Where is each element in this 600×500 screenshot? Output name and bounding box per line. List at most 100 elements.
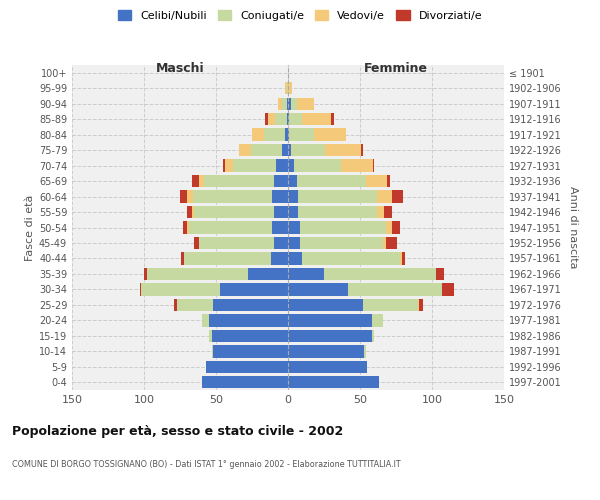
Bar	[288, 113, 289, 126]
Bar	[248, 268, 288, 280]
Bar	[288, 376, 379, 388]
Bar	[147, 268, 248, 280]
Bar	[289, 128, 314, 141]
Bar	[144, 268, 147, 280]
Bar	[288, 175, 296, 188]
Bar	[209, 330, 212, 342]
Bar	[341, 160, 373, 172]
Bar	[288, 160, 294, 172]
Text: Popolazione per età, sesso e stato civile - 2002: Popolazione per età, sesso e stato civil…	[12, 425, 343, 438]
Bar	[418, 298, 419, 311]
Bar	[314, 128, 346, 141]
Bar	[296, 175, 366, 188]
Bar	[325, 144, 361, 156]
Bar	[302, 252, 400, 264]
Bar	[288, 268, 324, 280]
Bar	[288, 98, 291, 110]
Bar	[278, 98, 282, 110]
Bar	[291, 144, 325, 156]
Bar	[288, 128, 289, 141]
Bar	[212, 345, 213, 358]
Bar	[288, 345, 364, 358]
Bar	[274, 206, 288, 218]
Bar	[288, 144, 291, 156]
Bar	[213, 298, 288, 311]
Bar	[199, 237, 274, 249]
Bar	[371, 330, 374, 342]
Bar	[285, 82, 287, 94]
Bar	[251, 144, 282, 156]
Bar	[386, 222, 392, 234]
Bar	[212, 330, 288, 342]
Bar	[282, 144, 288, 156]
Bar	[187, 190, 193, 202]
Legend: Celibi/Nubili, Coniugati/e, Vedovi/e, Divorziati/e: Celibi/Nubili, Coniugati/e, Vedovi/e, Di…	[113, 6, 487, 25]
Bar	[324, 268, 436, 280]
Y-axis label: Fasce di età: Fasce di età	[25, 194, 35, 260]
Bar	[141, 283, 220, 296]
Bar	[206, 360, 288, 373]
Bar	[271, 252, 288, 264]
Bar	[363, 298, 418, 311]
Bar	[288, 222, 299, 234]
Text: Maschi: Maschi	[155, 62, 205, 75]
Bar	[263, 128, 285, 141]
Bar	[223, 160, 224, 172]
Bar	[288, 206, 298, 218]
Bar	[392, 222, 400, 234]
Bar	[213, 345, 288, 358]
Bar	[299, 222, 386, 234]
Bar	[371, 314, 383, 326]
Bar	[288, 237, 299, 249]
Bar	[385, 206, 392, 218]
Bar	[349, 283, 442, 296]
Bar	[177, 298, 213, 311]
Bar	[183, 222, 187, 234]
Bar	[285, 128, 288, 141]
Bar	[268, 113, 275, 126]
Bar	[272, 190, 288, 202]
Bar	[302, 113, 331, 126]
Bar	[209, 314, 288, 326]
Bar	[289, 82, 292, 94]
Bar	[184, 252, 271, 264]
Bar	[277, 160, 288, 172]
Bar	[287, 82, 288, 94]
Bar	[233, 160, 277, 172]
Bar	[193, 190, 272, 202]
Bar	[392, 190, 403, 202]
Bar	[191, 175, 199, 188]
Bar	[174, 298, 177, 311]
Bar	[220, 283, 288, 296]
Bar	[239, 144, 251, 156]
Bar	[202, 376, 288, 388]
Bar	[361, 144, 363, 156]
Bar	[288, 82, 289, 94]
Bar	[288, 314, 371, 326]
Bar	[187, 206, 191, 218]
Bar	[299, 237, 383, 249]
Bar	[140, 283, 141, 296]
Bar	[288, 252, 302, 264]
Bar	[202, 314, 209, 326]
Bar	[364, 345, 366, 358]
Bar	[180, 190, 187, 202]
Bar	[272, 222, 288, 234]
Bar	[400, 252, 402, 264]
Bar	[288, 190, 298, 202]
Bar	[388, 175, 390, 188]
Bar	[288, 283, 349, 296]
Text: COMUNE DI BORGO TOSSIGNANO (BO) - Dati ISTAT 1° gennaio 2002 - Elaborazione TUTT: COMUNE DI BORGO TOSSIGNANO (BO) - Dati I…	[12, 460, 401, 469]
Bar	[287, 113, 288, 126]
Bar	[205, 175, 274, 188]
Bar	[377, 190, 392, 202]
Bar	[288, 330, 371, 342]
Bar	[194, 206, 274, 218]
Bar	[181, 252, 184, 264]
Bar	[366, 175, 388, 188]
Bar	[291, 98, 296, 110]
Bar	[294, 160, 341, 172]
Bar	[402, 252, 404, 264]
Bar	[386, 237, 397, 249]
Bar	[442, 283, 454, 296]
